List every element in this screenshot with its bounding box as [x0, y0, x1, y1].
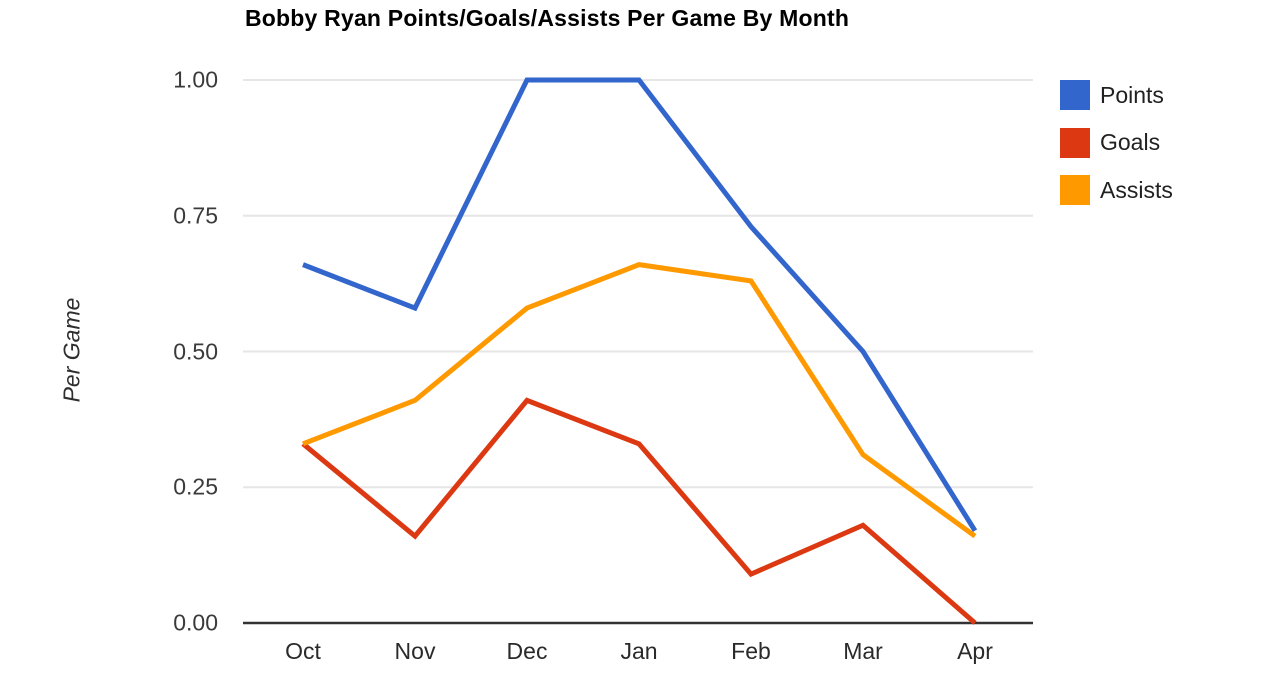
x-tick-label-jan: Jan: [620, 638, 658, 664]
y-tick-label: 1.00: [173, 66, 218, 93]
series-line-points: [302, 77, 978, 533]
x-tick-label-mar: Mar: [843, 638, 883, 664]
legend-swatch-points: [1060, 80, 1090, 110]
x-tick-label-nov: Nov: [394, 638, 436, 664]
y-tick-label: 0.75: [173, 202, 218, 229]
legend-swatch-goals: [1060, 127, 1090, 158]
x-tick-label-apr: Apr: [957, 638, 993, 664]
series-line-assists: [302, 262, 977, 539]
y-tick-label: 0.25: [173, 473, 218, 500]
legend-item-points: Points: [1060, 80, 1164, 110]
y-tick-label: 0.00: [173, 609, 218, 636]
legend-item-assists: Assists: [1060, 175, 1173, 205]
chart-title: Bobby Ryan Points/Goals/Assists Per Game…: [245, 5, 850, 31]
x-tick-label-dec: Dec: [506, 638, 548, 664]
x-tick-label-oct: Oct: [285, 638, 321, 664]
series-line-goals: [301, 397, 977, 625]
legend-swatch-assists: [1060, 175, 1090, 205]
legend-item-goals: Goals: [1060, 127, 1161, 158]
legend-label: Points: [1100, 81, 1164, 108]
legend-label: Goals: [1100, 129, 1161, 155]
legend-label: Assists: [1100, 176, 1173, 203]
x-tick-label-feb: Feb: [731, 638, 771, 664]
y-tick-label: 0.50: [173, 338, 218, 364]
